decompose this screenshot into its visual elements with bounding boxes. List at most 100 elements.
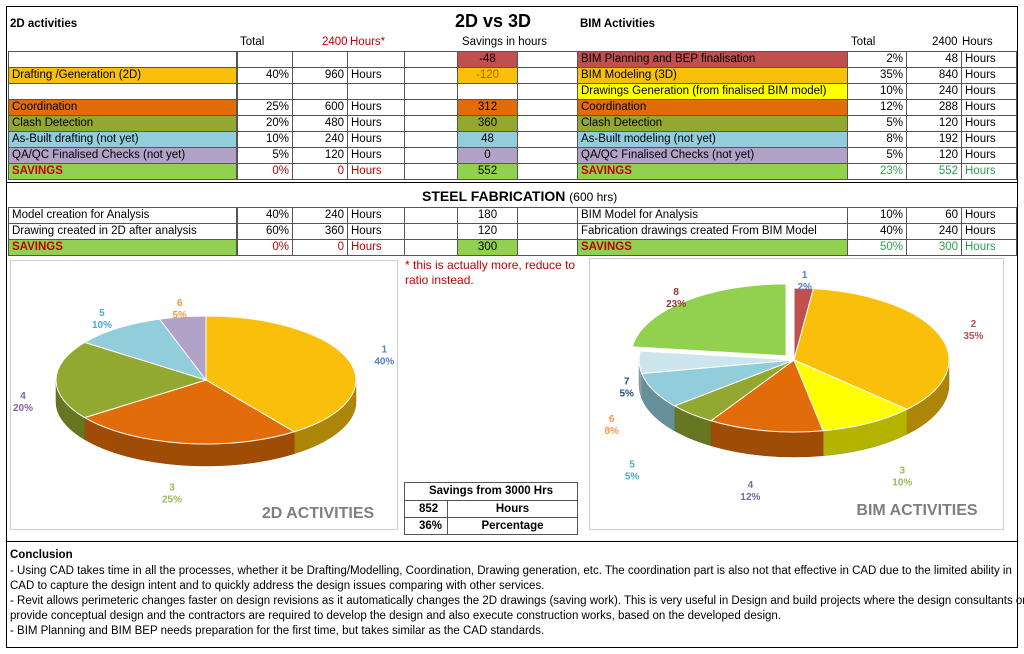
left-row-unit: Hours — [347, 115, 405, 132]
left-row-label — [8, 83, 237, 100]
right-row-label: Clash Detection — [577, 115, 848, 132]
chart-2d-label-percent: 25% — [162, 495, 182, 506]
left-row-unit — [347, 83, 405, 100]
steel-right-hours: 240 — [906, 223, 962, 240]
left-row-label: Clash Detection — [8, 115, 237, 132]
left-row-label: QA/QC Finalised Checks (not yet) — [8, 147, 237, 164]
steel-subtitle: (600 hrs) — [569, 190, 618, 204]
left-row-hours: 240 — [292, 131, 348, 148]
savings-box-hours-label: Hours — [447, 500, 578, 518]
steel-right-unit: Hours — [961, 239, 1017, 256]
conclusion-line: provide conceptual design and the contra… — [10, 610, 782, 622]
gap-cell — [404, 207, 458, 224]
gap-cell — [404, 51, 458, 68]
chart-2d-label-category: 1 — [382, 344, 388, 355]
chart-bim-label-percent: 5% — [625, 471, 640, 482]
savings-box-title: Savings from 3000 Hrs — [404, 482, 578, 501]
steel-right-unit: Hours — [961, 207, 1017, 224]
divider — [6, 541, 1018, 542]
right-row-pct: 10% — [847, 83, 907, 100]
chart-2d-label-category: 5 — [99, 308, 105, 319]
page-frame — [6, 6, 1018, 648]
right-row-hours: 120 — [906, 147, 962, 164]
gap-cell — [404, 239, 458, 256]
chart-bim-label-category: 8 — [673, 287, 679, 298]
right-row-unit: Hours — [961, 147, 1017, 164]
chart-bim-label-category: 2 — [971, 319, 977, 330]
left-row-unit — [347, 51, 405, 68]
steel-left-pct: 0% — [237, 239, 293, 256]
right-row-hours: 192 — [906, 131, 962, 148]
gap-cell — [517, 51, 578, 68]
steel-right-label: BIM Model for Analysis — [577, 207, 848, 224]
chart-2d-label-category: 4 — [20, 391, 26, 402]
left-row-hours: 960 — [292, 67, 348, 84]
right-row-label: Drawings Generation (from finalised BIM … — [577, 83, 848, 100]
chart-bim-label-category: 7 — [624, 376, 630, 387]
savings-header: Savings in hours — [462, 36, 548, 48]
right-total-label: Total — [851, 36, 876, 48]
chart-bim-slice-2 — [793, 288, 950, 410]
right-total-unit: Hours — [962, 36, 993, 48]
right-row-pct: 35% — [847, 67, 907, 84]
steel-left-pct: 40% — [237, 207, 293, 224]
left-row-hours: 0 — [292, 163, 348, 180]
right-row-pct: 12% — [847, 99, 907, 116]
chart-2d-slice-4 — [55, 341, 208, 419]
left-row-hours: 120 — [292, 147, 348, 164]
left-row-pct: 5% — [237, 147, 293, 164]
conclusion-line: CAD to capture the design intent and to … — [10, 580, 545, 592]
left-row-hours: 480 — [292, 115, 348, 132]
page-title: 2D vs 3D — [455, 11, 532, 31]
right-row-label: Coordination — [577, 99, 848, 116]
left-row-label: Drafting /Generation (2D) — [8, 67, 237, 84]
savings-cell: 552 — [457, 163, 518, 180]
left-row-unit: Hours — [347, 99, 405, 116]
savings-cell: 0 — [457, 147, 518, 164]
left-row-pct: 10% — [237, 131, 293, 148]
gap-cell — [517, 163, 578, 180]
chart-bim-label-category: 3 — [899, 465, 905, 476]
chart-2d-slice-1 — [205, 315, 357, 433]
gap-cell — [517, 223, 578, 240]
savings-box-hours-value: 852 — [404, 500, 448, 518]
left-row-label: SAVINGS — [8, 163, 237, 180]
chart-bim-label-percent: 23% — [666, 299, 686, 310]
left-row-pct: 25% — [237, 99, 293, 116]
steel-title-group: STEEL FABRICATION (600 hrs) — [422, 187, 617, 206]
conclusion-title: Conclusion — [10, 549, 73, 561]
right-row-unit: Hours — [961, 99, 1017, 116]
steel-right-hours: 300 — [906, 239, 962, 256]
steel-right-hours: 60 — [906, 207, 962, 224]
steel-right-pct: 40% — [847, 223, 907, 240]
savings-cell: -120 — [457, 67, 518, 84]
steel-right-label: SAVINGS — [577, 239, 848, 256]
right-section-title: BIM Activities — [580, 18, 655, 30]
left-row-label — [8, 51, 237, 68]
chart-2d-activities: 140% 325% 420% 510% 65% 2D ACTIVITIES — [13, 298, 394, 522]
left-section-title: 2D activities — [10, 18, 78, 30]
savings-cell: 312 — [457, 99, 518, 116]
steel-right-pct: 10% — [847, 207, 907, 224]
chart-bim-slice-7 — [638, 350, 795, 375]
savings-cell: 360 — [457, 115, 518, 132]
steel-right-label: Fabrication drawings created From BIM Mo… — [577, 223, 848, 240]
right-row-unit: Hours — [961, 115, 1017, 132]
right-row-unit: Hours — [961, 163, 1017, 180]
gap-cell — [404, 99, 458, 116]
gap-cell — [404, 67, 458, 84]
chart-2d-label-percent: 20% — [13, 403, 33, 414]
right-row-pct: 23% — [847, 163, 907, 180]
right-row-hours: 120 — [906, 115, 962, 132]
gap-cell — [517, 207, 578, 224]
chart-2d-label-category: 3 — [169, 483, 175, 494]
chart-2d-slice-5 — [83, 318, 208, 381]
steel-savings-cell: 180 — [457, 207, 518, 224]
chart-2d-slice-3 — [83, 379, 296, 445]
steel-left-pct: 60% — [237, 223, 293, 240]
right-row-label: As-Built modeling (not yet) — [577, 131, 848, 148]
right-row-unit: Hours — [961, 131, 1017, 148]
steel-savings-cell: 300 — [457, 239, 518, 256]
gap-cell — [404, 223, 458, 240]
chart-bim-label-percent: 8% — [604, 426, 619, 437]
